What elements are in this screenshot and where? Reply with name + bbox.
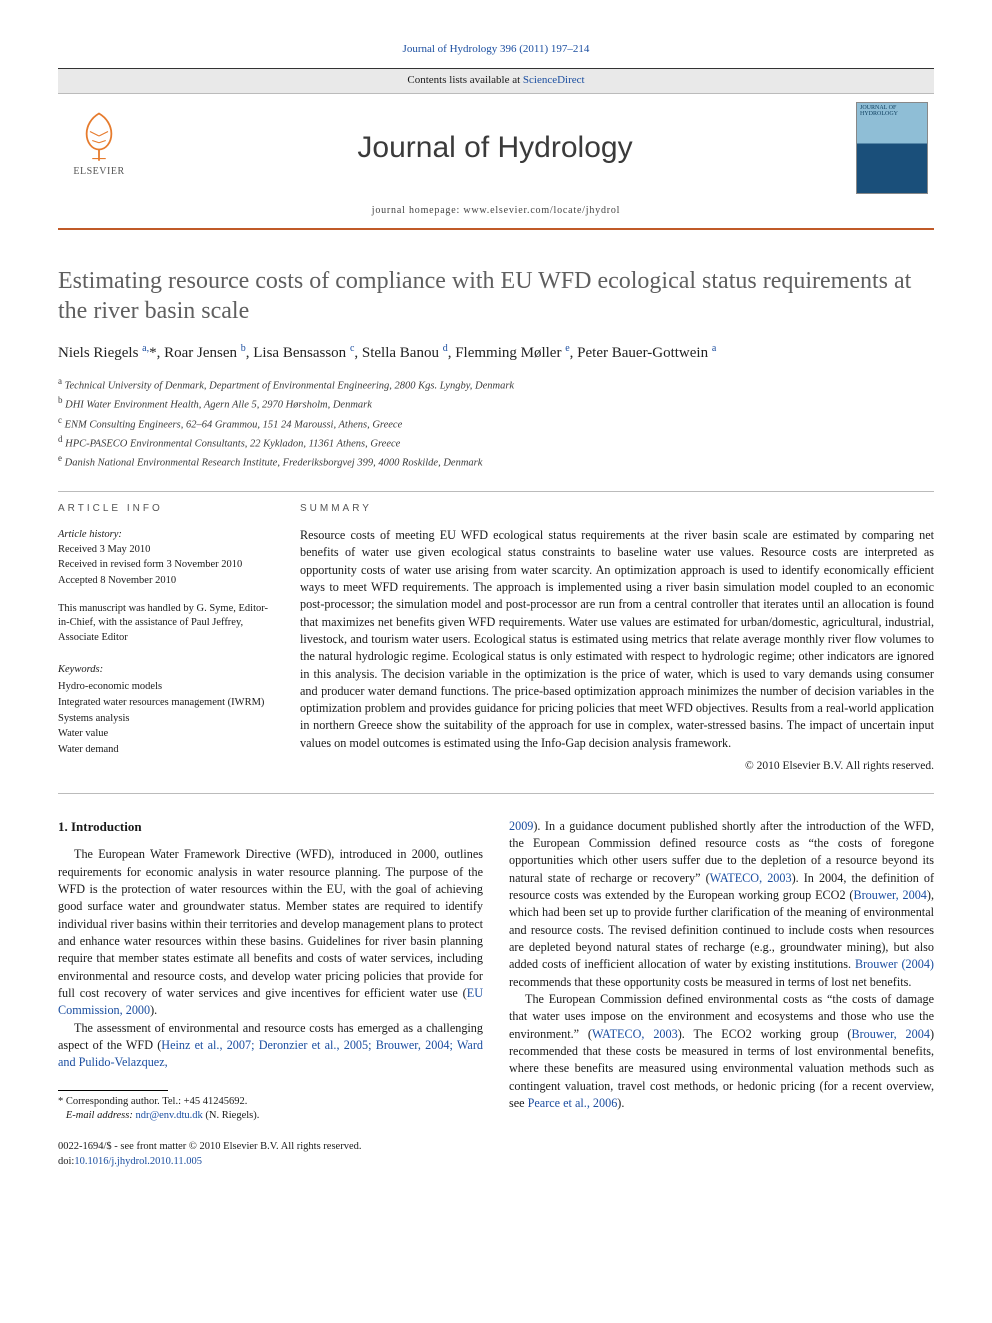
homepage-url[interactable]: www.elsevier.com/locate/jhydrol (463, 205, 620, 216)
summary-heading: SUMMARY (300, 502, 934, 517)
article-info: ARTICLE INFO Article history: Received 3… (58, 502, 272, 774)
homepage-line: journal homepage: www.elsevier.com/locat… (58, 198, 934, 229)
email-link[interactable]: ndr@env.dtu.dk (135, 1110, 202, 1121)
info-heading: ARTICLE INFO (58, 502, 272, 517)
handled-by: This manuscript was handled by G. Syme, … (58, 602, 272, 646)
intro-heading: 1. Introduction (58, 818, 483, 836)
keywords-label: Keywords: (58, 662, 272, 677)
cover-label: JOURNAL OF HYDROLOGY (857, 103, 927, 120)
author-list: Niels Riegels a,*, Roar Jensen b, Lisa B… (58, 342, 934, 365)
sciencedirect-link[interactable]: ScienceDirect (523, 74, 585, 86)
article-history: Article history: Received 3 May 2010 Rec… (58, 527, 272, 588)
summary-text: Resource costs of meeting EU WFD ecologi… (300, 527, 934, 752)
journal-header: Contents lists available at ScienceDirec… (58, 68, 934, 230)
rule (58, 491, 934, 492)
body-col-left: 1. Introduction The European Water Frame… (58, 818, 483, 1170)
journal-cover-thumb: JOURNAL OF HYDROLOGY (856, 102, 928, 194)
email-label: E-mail address: (66, 1110, 136, 1121)
corr-label: Corresponding author. Tel.: +45 41245692… (66, 1096, 247, 1107)
elsevier-tree-icon (72, 109, 126, 163)
document-id: 0022-1694/$ - see front matter © 2010 El… (58, 1140, 483, 1170)
body-col-right: 2009). In a guidance document published … (509, 818, 934, 1170)
journal-name: Journal of Hydrology (134, 126, 856, 170)
revised: Received in revised form 3 November 2010 (58, 559, 242, 570)
contents-line: Contents lists available at ScienceDirec… (58, 69, 934, 94)
citation: Journal of Hydrology 396 (2011) 197–214 (58, 42, 934, 58)
corr-after: (N. Riegels). (203, 1110, 260, 1121)
elsevier-logo: ELSEVIER (64, 109, 134, 187)
affiliations: a Technical University of Denmark, Depar… (58, 375, 934, 471)
accepted: Accepted 8 November 2010 (58, 575, 176, 586)
summary-block: SUMMARY Resource costs of meeting EU WFD… (300, 502, 934, 774)
corresponding-author: * Corresponding author. Tel.: +45 412456… (58, 1095, 483, 1124)
history-label: Article history: (58, 529, 122, 540)
doi-label: doi: (58, 1156, 74, 1167)
front-matter: 0022-1694/$ - see front matter © 2010 El… (58, 1140, 483, 1155)
corr-star: * (58, 1096, 63, 1107)
footnote-rule (58, 1090, 168, 1091)
doi-link[interactable]: 10.1016/j.jhydrol.2010.11.005 (74, 1156, 202, 1167)
article-title: Estimating resource costs of compliance … (58, 266, 934, 326)
homepage-pre: journal homepage: (372, 205, 464, 216)
copyright: © 2010 Elsevier B.V. All rights reserved… (300, 758, 934, 775)
received: Received 3 May 2010 (58, 544, 150, 555)
rule (58, 793, 934, 794)
keywords: Hydro-economic modelsIntegrated water re… (58, 679, 272, 758)
contents-pre: Contents lists available at (407, 74, 522, 86)
footnote-block: * Corresponding author. Tel.: +45 412456… (58, 1090, 483, 1124)
elsevier-wordmark: ELSEVIER (73, 165, 124, 180)
